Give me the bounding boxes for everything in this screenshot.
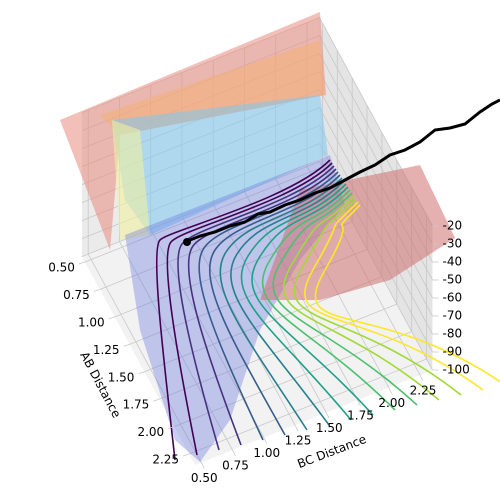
z-tick-label: -20 [443, 219, 463, 233]
x-tick-label: 0.50 [48, 261, 75, 275]
contour [187, 168, 337, 446]
contour [219, 177, 343, 431]
x-tick-label: 2.00 [137, 425, 164, 439]
x-tick-label: 2.25 [152, 453, 179, 467]
contour [272, 192, 418, 406]
y-tick [325, 412, 330, 419]
grid-line [174, 331, 412, 427]
y-tick-label: 1.50 [316, 421, 343, 435]
x-tick [93, 289, 100, 292]
y-tick-label: 1.25 [285, 434, 312, 448]
z-tick-label: -70 [443, 309, 463, 323]
ticks: 0.50 0.75 1.00 1.25 1.50 1.75 2.00 2.25 0.50 0.75… [48, 219, 470, 486]
x-tick [138, 371, 145, 375]
x-tick [78, 261, 86, 265]
contour [282, 195, 440, 401]
y-tick-label: 2.00 [378, 396, 405, 410]
y-tick [388, 387, 393, 394]
contour [240, 183, 352, 421]
z-tick-label: -50 [443, 273, 463, 287]
contour [261, 189, 396, 411]
x-tick-label: 1.25 [93, 343, 120, 357]
surface-blue [112, 95, 328, 235]
z-tick-label: -90 [443, 345, 463, 359]
y-tick [232, 449, 236, 457]
y-tick-label: 1.75 [347, 409, 374, 423]
grid-line [212, 203, 327, 413]
z-tick-label: -80 [443, 327, 463, 341]
contour [155, 159, 331, 461]
contour [209, 174, 341, 436]
x-tick [168, 426, 175, 429]
x-tick [153, 398, 160, 402]
y-tick [357, 399, 361, 407]
x-tick [123, 343, 130, 347]
z-tick-label: -30 [443, 237, 463, 251]
grid-line [150, 228, 265, 438]
trajectory-start [183, 238, 191, 246]
y-tick [294, 424, 299, 432]
contour [177, 165, 335, 451]
x-axis-label: AB Distance [77, 349, 124, 420]
z-tick-label: -100 [443, 363, 470, 377]
x-tick-label: 1.50 [108, 370, 135, 384]
y-tick-label: 1.00 [253, 446, 280, 460]
x-tick-label: 1.75 [123, 398, 150, 412]
z-tick-label: -40 [443, 255, 463, 269]
y-tick [419, 374, 424, 382]
contour [304, 201, 484, 391]
y-tick-label: 0.75 [222, 459, 249, 473]
contour [251, 186, 374, 416]
surface-yellow [112, 120, 150, 240]
y-tick [263, 437, 268, 444]
trajectory [184, 98, 500, 244]
y-tick-label: 2.25 [410, 384, 437, 398]
contours [155, 159, 500, 461]
grid-line [188, 358, 427, 455]
x-tick [108, 316, 115, 320]
contour [166, 162, 333, 456]
z-tick-label: -60 [443, 291, 463, 305]
grid-line [159, 303, 397, 400]
grid-line [181, 216, 296, 426]
surface-orange [100, 40, 325, 135]
x-tick-label: 1.00 [78, 315, 105, 329]
contour [293, 198, 462, 396]
x-tick-label: 0.75 [63, 288, 90, 302]
x-tick [182, 453, 190, 457]
contour [314, 204, 500, 383]
grid-line [84, 166, 323, 263]
contour [230, 180, 345, 426]
grid-line [87, 253, 202, 463]
y-tick [200, 462, 205, 469]
y-tick-label: 0.50 [191, 471, 218, 485]
